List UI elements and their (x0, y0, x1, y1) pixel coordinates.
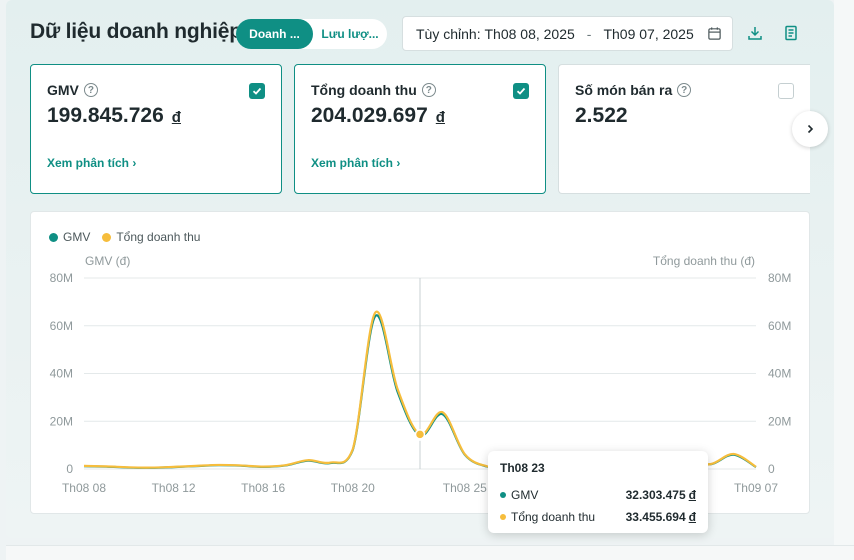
next-cards-button[interactable] (792, 111, 828, 147)
metric-card-items-sold[interactable]: Số món bán ra? 2.522 (558, 64, 810, 194)
tab-revenue[interactable]: Doanh ... (236, 19, 313, 49)
currency-symbol: đ (435, 109, 445, 126)
y-tick-label-left: 20M (50, 414, 73, 428)
x-tick-label: Th08 08 (62, 481, 106, 495)
chart-tooltip: Th08 23 GMV 32.303.475 đ Tổng doanh thu 3… (488, 451, 708, 533)
legend-item-total-revenue[interactable]: Tổng doanh thu (102, 230, 200, 244)
tooltip-series-name: GMV (511, 488, 539, 502)
metric-card-gmv[interactable]: GMV? 199.845.726 đ Xem phân tích › (30, 64, 282, 194)
page-title: Dữ liệu doanh nghiệp (30, 20, 242, 43)
bottom-strip (6, 545, 854, 560)
view-toggle: Doanh ... Lưu lượ... (236, 19, 387, 49)
tooltip-row-gmv: GMV 32.303.475 đ (500, 484, 696, 506)
legend-label: GMV (63, 230, 91, 244)
tooltip-dot (500, 514, 506, 520)
right-axis-title: Tổng doanh thu (đ) (652, 254, 755, 268)
tooltip-value: 33.455.694 đ (625, 510, 696, 524)
date-range-end: Th09 07, 2025 (603, 25, 694, 42)
y-tick-label-right: 20M (768, 414, 791, 428)
legend-dot (102, 232, 112, 242)
download-icon[interactable] (746, 24, 764, 42)
x-tick-label: Th08 16 (241, 481, 285, 495)
metric-value: 2.522 (575, 104, 628, 127)
legend-item-gmv[interactable]: GMV (49, 230, 90, 244)
date-range-separator: - (586, 25, 592, 42)
tooltip-date: Th08 23 (500, 461, 545, 475)
check-icon (252, 87, 262, 95)
tooltip-row-total-revenue: Tổng doanh thu 33.455.694 đ (500, 506, 696, 528)
currency-symbol: đ (171, 109, 181, 126)
y-tick-label-left: 60M (50, 319, 73, 333)
metric-label: Số món bán ra (575, 82, 673, 98)
metric-checkbox[interactable] (513, 83, 529, 99)
y-tick-label-right: 80M (768, 271, 791, 285)
hover-point (414, 429, 426, 440)
legend-label: Tổng doanh thu (116, 230, 201, 244)
tooltip-value: 32.303.475 đ (625, 488, 696, 502)
check-icon (516, 87, 526, 95)
x-tick-label: Th08 20 (331, 481, 375, 495)
chevron-right-icon (807, 124, 814, 134)
help-icon[interactable]: ? (83, 83, 98, 97)
metric-label: Tổng doanh thu (311, 82, 417, 98)
y-tick-label-left: 0 (66, 462, 73, 476)
y-tick-label-left: 40M (50, 367, 73, 381)
calendar-icon (708, 27, 721, 40)
tab-traffic[interactable]: Lưu lượ... (321, 27, 379, 41)
right-edge (834, 0, 854, 560)
x-tick-label: Th09 07 (734, 481, 778, 495)
tooltip-series-name: Tổng doanh thu (511, 510, 596, 524)
date-range-prefix: Tùy chỉnh: (416, 25, 481, 42)
left-axis-title: GMV (đ) (85, 254, 131, 268)
chart-legend: GMV Tổng doanh thu (49, 230, 200, 244)
y-tick-label-right: 0 (768, 462, 775, 476)
x-tick-label: Th08 12 (152, 481, 196, 495)
view-analysis-link[interactable]: Xem phân tích › (311, 156, 401, 170)
metric-value: 199.845.726 (47, 104, 164, 127)
report-icon[interactable] (782, 24, 800, 42)
x-tick-label: Th08 25 (443, 481, 487, 495)
tooltip-dot (500, 492, 506, 498)
help-icon[interactable]: ? (677, 83, 692, 97)
metric-card-total-revenue[interactable]: Tổng doanh thu? 204.029.697 đ Xem phân tí… (294, 64, 546, 194)
metric-checkbox[interactable] (778, 83, 794, 99)
help-icon[interactable]: ? (421, 83, 436, 97)
legend-dot (49, 232, 58, 242)
y-tick-label-left: 80M (50, 271, 73, 285)
metric-value: 204.029.697 (311, 104, 428, 127)
metric-label: GMV (47, 82, 79, 98)
y-tick-label-right: 60M (768, 319, 791, 333)
view-analysis-link[interactable]: Xem phân tích › (47, 156, 137, 170)
date-range-start: Th08 08, 2025 (484, 25, 575, 42)
date-range-picker[interactable]: Tùy chỉnh: Th08 08, 2025 - Th09 07, 2025 (402, 16, 733, 51)
metric-checkbox[interactable] (249, 83, 265, 99)
y-tick-label-right: 40M (768, 367, 791, 381)
